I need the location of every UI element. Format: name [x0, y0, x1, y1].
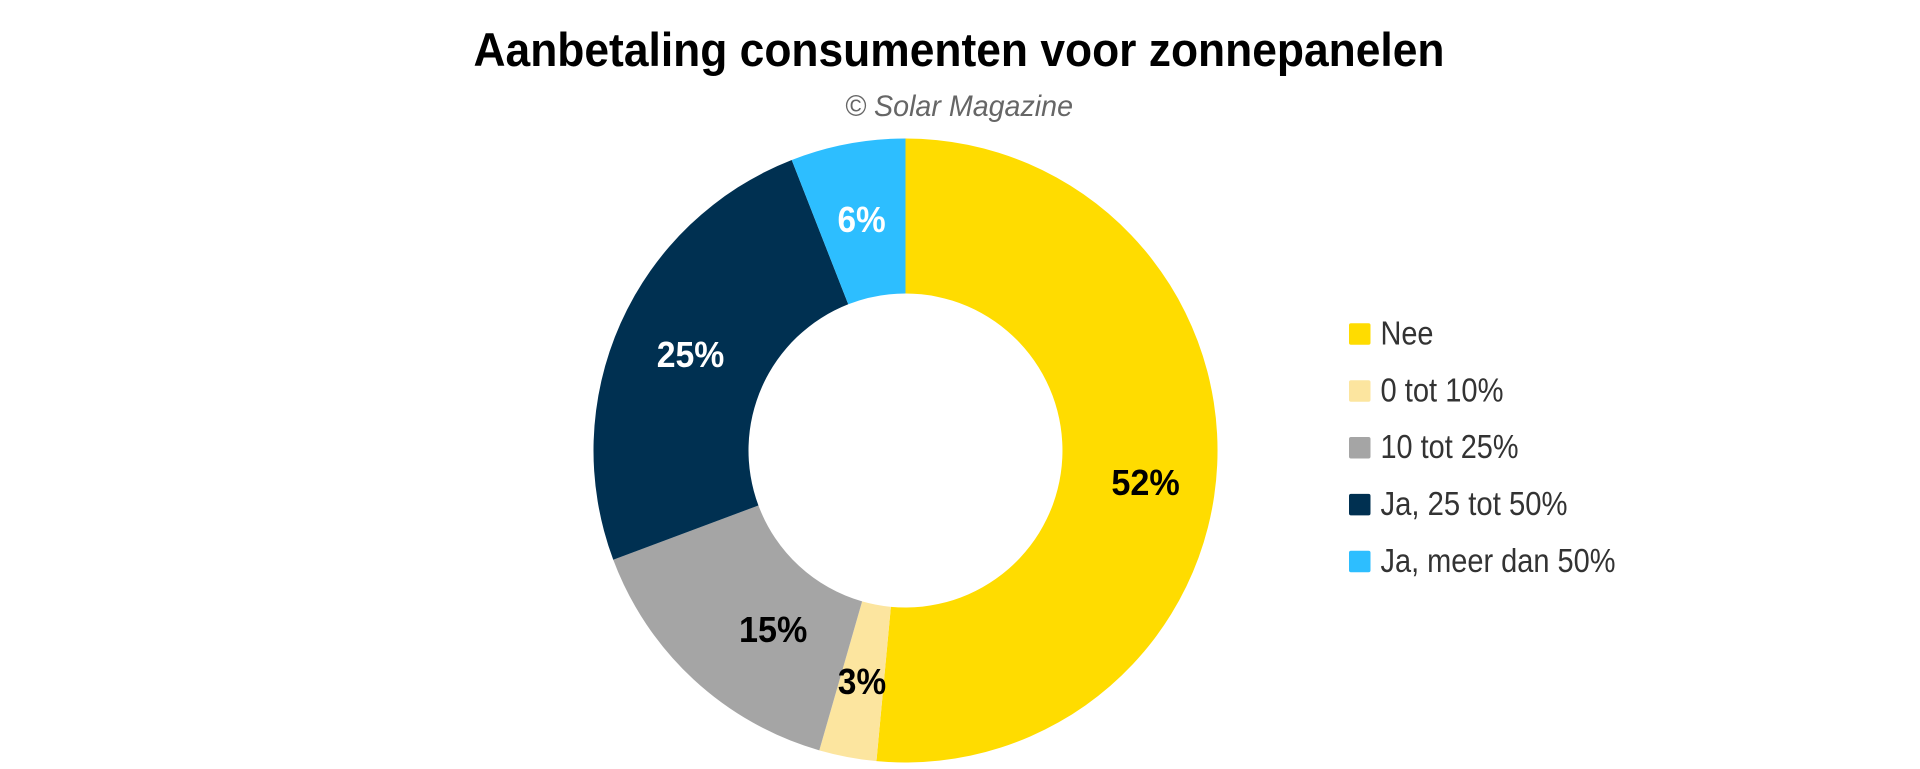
svg-text:3%: 3% [838, 661, 886, 702]
svg-text:52%: 52% [1111, 462, 1179, 503]
svg-text:Ja, meer dan 50%: Ja, meer dan 50% [1381, 542, 1616, 579]
svg-text:Ja, 25 tot 50%: Ja, 25 tot 50% [1381, 485, 1568, 522]
svg-text:6%: 6% [838, 199, 886, 240]
svg-text:Nee: Nee [1381, 315, 1434, 352]
svg-text:Aanbetaling consumenten voor z: Aanbetaling consumenten voor zonnepanele… [474, 23, 1445, 76]
svg-text:15%: 15% [739, 609, 807, 650]
svg-text:© Solar Magazine: © Solar Magazine [845, 90, 1073, 123]
svg-text:10 tot 25%: 10 tot 25% [1381, 428, 1519, 465]
svg-text:0 tot 10%: 0 tot 10% [1381, 371, 1504, 408]
svg-text:25%: 25% [657, 334, 725, 375]
